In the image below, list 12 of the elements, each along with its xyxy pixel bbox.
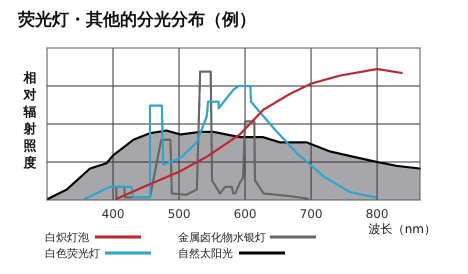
chart-title: 荧光灯・其他的分光分布（例） [17,10,256,30]
legend-label: 白色荧光灯 [45,247,100,260]
x-axis-title: 波长（nm） [368,222,436,236]
x-tick-label: 700 [300,207,323,221]
x-tick-label: 600 [234,207,257,221]
legend-label: 自然太阳光 [178,247,233,260]
x-tick-label: 800 [366,207,389,221]
x-tick-label: 400 [102,207,124,221]
x-tick-label: 500 [168,207,190,221]
legend-label: 金属卤化物水银灯 [178,231,266,244]
y-axis-title: 相对辐射照度 [22,71,36,171]
legend-label: 白炽灯泡 [45,231,89,244]
